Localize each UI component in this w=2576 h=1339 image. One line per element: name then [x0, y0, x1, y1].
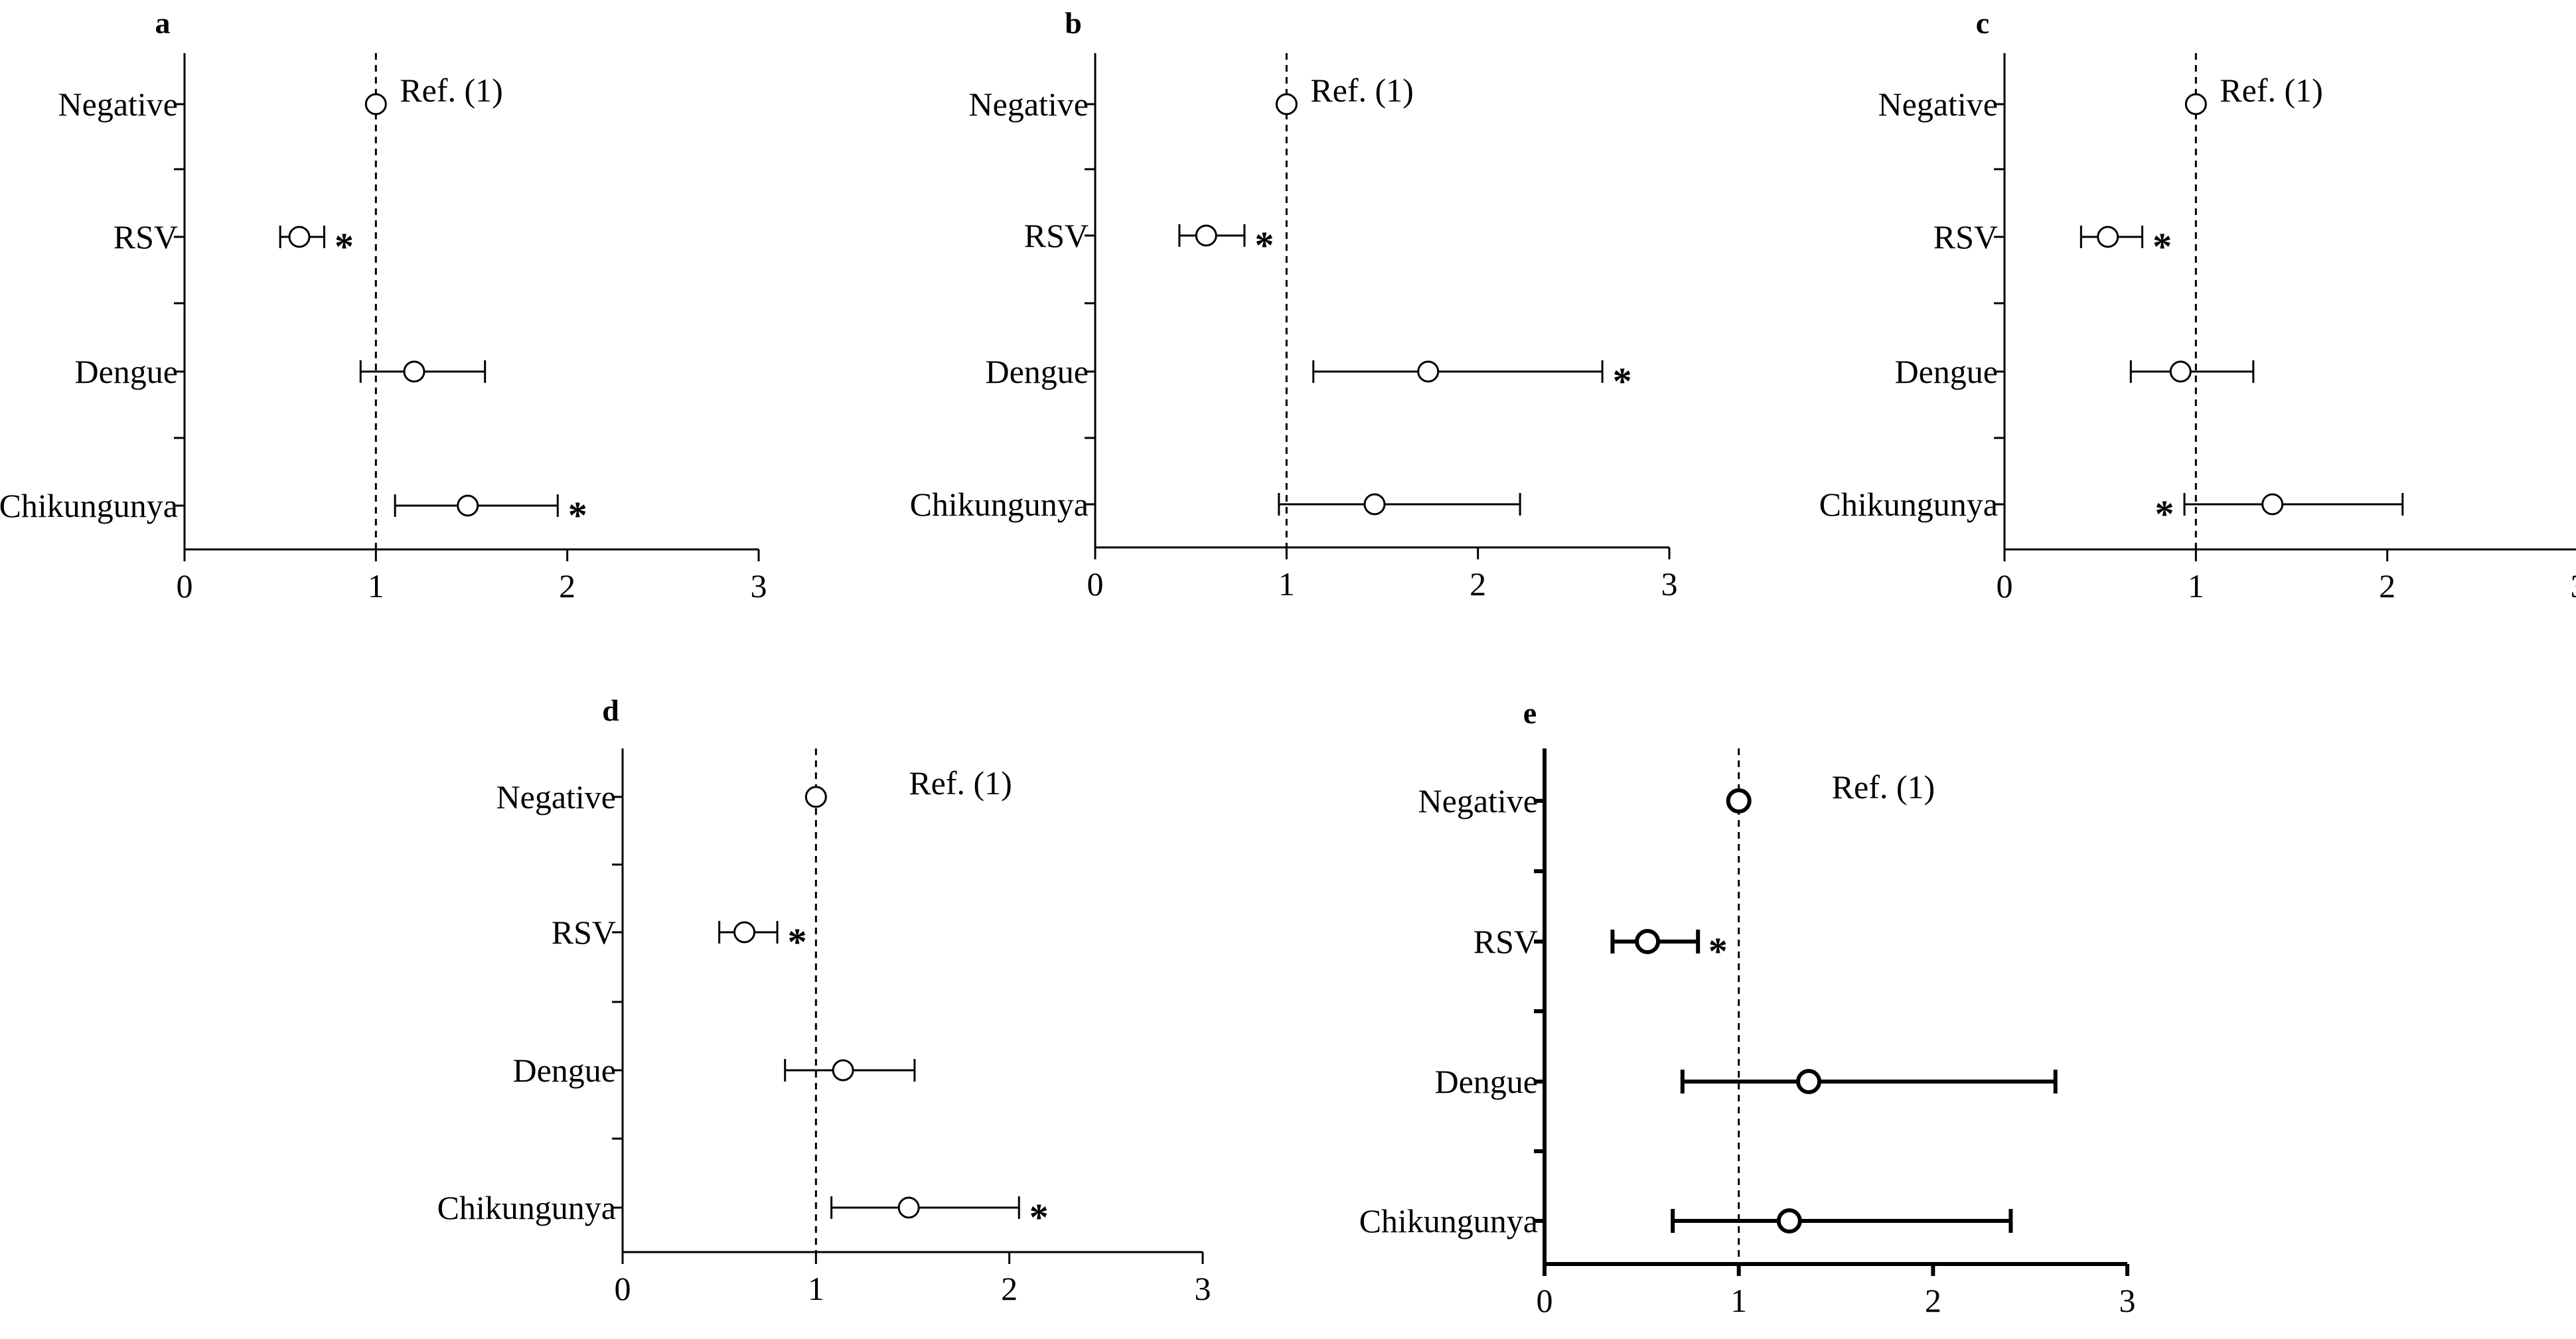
panel-e: e 0 1 2 3 Negative RSV Dengue Chikungunya * Ref. (… — [1359, 696, 2136, 1319]
category-label-chikungunya: Chikungunya — [1819, 486, 1998, 523]
estimate-point-rsv — [733, 921, 756, 944]
x-tick-label-0: 0 — [1997, 567, 2013, 604]
category-label-negative: Negative — [969, 86, 1089, 123]
estimate-point-chikungunya — [1363, 493, 1386, 516]
significance-star: * — [335, 225, 354, 268]
estimate-point-dengue — [1417, 360, 1440, 383]
x-tick-label-2: 2 — [2379, 567, 2395, 604]
x-tick-label-3: 3 — [2119, 1282, 2136, 1319]
panel-d: d 0 1 2 3 Negative RSV Dengue Chikungunya * * Ref. … — [437, 693, 1211, 1307]
x-tick-label-1: 1 — [2188, 567, 2204, 604]
estimate-point-rsv — [1195, 224, 1217, 247]
x-tick-label-2: 2 — [1470, 565, 1486, 602]
significance-star: * — [1613, 360, 1632, 403]
significance-star: * — [788, 920, 807, 963]
x-tick-label-3: 3 — [2571, 567, 2576, 604]
panel-b: b 0 1 2 3 Negative RSV Dengue Chikungunya * * Ref. … — [910, 6, 1678, 602]
estimate-point-dengue — [1796, 1069, 1822, 1094]
category-label-rsv: RSV — [114, 218, 178, 255]
x-tick-label-1: 1 — [368, 567, 384, 604]
category-label-dengue: Dengue — [1435, 1063, 1539, 1100]
x-tick-label-2: 2 — [1925, 1282, 1941, 1319]
significance-star: * — [1254, 224, 1274, 267]
x-tick-label-1: 1 — [1278, 565, 1295, 602]
category-label-rsv: RSV — [552, 914, 616, 951]
reference-label: Ref. (1) — [1310, 72, 1414, 109]
reference-label: Ref. (1) — [909, 764, 1012, 802]
estimate-point-chikungunya — [457, 494, 479, 517]
significance-star: * — [2153, 225, 2172, 268]
estimate-point-chikungunya — [2261, 493, 2284, 516]
panel-c: c 0 1 2 3 Negative RSV Dengue Chikungunya * * Ref. … — [1819, 6, 2576, 604]
category-label-chikungunya: Chikungunya — [1359, 1202, 1538, 1239]
x-tick-label-2: 2 — [1001, 1270, 1018, 1307]
x-tick-label-3: 3 — [1661, 565, 1678, 602]
estimate-point-negative — [364, 93, 387, 115]
estimate-point-rsv — [2097, 226, 2119, 248]
estimate-point-dengue — [832, 1059, 854, 1082]
category-label-negative: Negative — [496, 778, 616, 815]
estimate-point-dengue — [403, 360, 425, 383]
category-label-negative: Negative — [58, 86, 178, 123]
panel-label-a: a — [155, 6, 171, 40]
category-label-negative: Negative — [1418, 782, 1538, 819]
estimate-point-negative — [1726, 788, 1752, 813]
x-tick-label-0: 0 — [615, 1270, 631, 1307]
significance-star: * — [568, 494, 587, 537]
estimate-point-dengue — [2169, 360, 2192, 383]
x-tick-label-2: 2 — [559, 567, 575, 604]
estimate-point-chikungunya — [897, 1196, 920, 1219]
category-label-dengue: Dengue — [75, 353, 179, 390]
significance-star: * — [2155, 492, 2174, 535]
x-tick-label-3: 3 — [1195, 1270, 1211, 1307]
significance-star: * — [1708, 930, 1728, 973]
x-tick-label-0: 0 — [177, 567, 193, 604]
panel-label-e: e — [1523, 696, 1537, 730]
estimate-point-negative — [1275, 93, 1298, 115]
significance-star: * — [1029, 1196, 1049, 1239]
panel-label-c: c — [1976, 6, 1989, 40]
category-label-dengue: Dengue — [986, 353, 1089, 390]
panel-label-d: d — [602, 693, 619, 727]
x-tick-label-0: 0 — [1537, 1282, 1553, 1319]
estimate-point-rsv — [288, 226, 311, 248]
category-label-negative: Negative — [1878, 86, 1998, 123]
estimate-point-chikungunya — [1776, 1208, 1802, 1233]
category-label-chikungunya: Chikungunya — [910, 486, 1089, 523]
reference-label: Ref. (1) — [400, 72, 503, 109]
category-label-rsv: RSV — [1024, 217, 1089, 254]
reference-label: Ref. (1) — [1832, 768, 1935, 806]
reference-label: Ref. (1) — [2220, 72, 2323, 109]
category-label-chikungunya: Chikungunya — [437, 1189, 616, 1226]
x-tick-label-0: 0 — [1087, 565, 1104, 602]
x-tick-label-1: 1 — [1730, 1282, 1747, 1319]
x-tick-label-3: 3 — [751, 567, 767, 604]
estimate-point-negative — [2184, 93, 2207, 115]
estimate-point-rsv — [1635, 929, 1661, 954]
estimate-point-negative — [804, 786, 827, 808]
panel-a: a 0 1 2 3 Negative RSV Dengue Chikungunya * * Ref. … — [0, 6, 767, 604]
category-label-dengue: Dengue — [1895, 353, 1999, 390]
panel-label-b: b — [1065, 6, 1082, 40]
x-tick-label-1: 1 — [808, 1270, 824, 1307]
category-label-rsv: RSV — [1474, 923, 1538, 960]
category-label-chikungunya: Chikungunya — [0, 487, 178, 524]
category-label-rsv: RSV — [1933, 218, 1998, 255]
category-label-dengue: Dengue — [513, 1052, 617, 1089]
